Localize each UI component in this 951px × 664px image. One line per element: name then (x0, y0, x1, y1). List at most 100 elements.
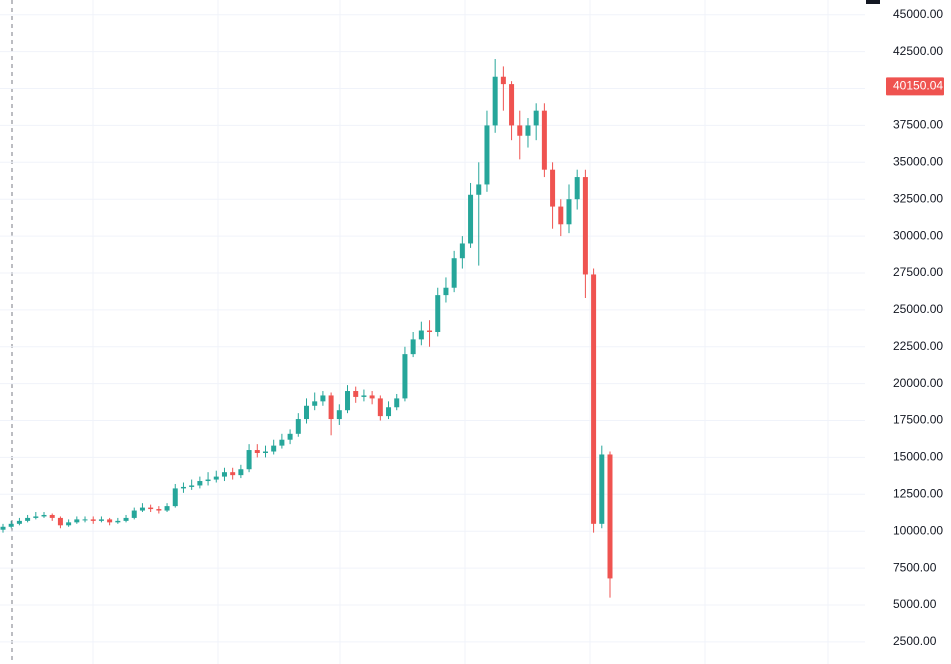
candle-body (221, 472, 227, 477)
candle-body (451, 258, 457, 288)
y-tick-label: 15000.00 (893, 450, 943, 464)
candle-body (123, 517, 129, 521)
candle-body (484, 125, 490, 185)
candle-body (500, 76, 506, 85)
y-tick-label: 7500.00 (893, 560, 937, 574)
y-tick-label: 10000.00 (893, 523, 943, 537)
candle-body (262, 451, 268, 453)
candle-body (541, 110, 547, 170)
y-tick-label: 12500.00 (893, 486, 943, 500)
y-tick-label: 17500.00 (893, 413, 943, 427)
candle-body (607, 454, 613, 579)
candle-body (410, 339, 416, 355)
candle-body (49, 514, 55, 518)
candle-body (582, 177, 588, 275)
candle-body (427, 330, 433, 332)
candle-body (189, 485, 195, 487)
candle-body (312, 401, 318, 406)
candle-body (213, 476, 219, 480)
candles (0, 59, 613, 598)
candle-body (459, 243, 465, 259)
candle-body (402, 354, 408, 399)
y-tick-label: 5000.00 (893, 597, 937, 611)
candle-body (386, 407, 392, 417)
candle-body (574, 177, 580, 200)
candle-body (369, 395, 375, 399)
candle-body (271, 445, 277, 452)
candle-body (492, 76, 498, 126)
candle-body (57, 517, 63, 526)
candle-body (599, 454, 605, 524)
candle-body (443, 287, 449, 296)
y-tick-label: 22500.00 (893, 339, 943, 353)
candle-body (82, 519, 88, 521)
candle-body (107, 519, 113, 523)
y-tick-label: 25000.00 (893, 302, 943, 316)
candle-body (509, 84, 515, 126)
candle-body (238, 469, 244, 476)
horizontal-grid (0, 14, 865, 643)
y-tick-label: 30000.00 (893, 228, 943, 242)
candle-body (254, 450, 260, 453)
candle-body (66, 522, 72, 526)
corner-mark (866, 0, 880, 4)
candle-body (0, 526, 6, 530)
candle-body (361, 395, 367, 397)
candle-body (279, 439, 285, 446)
candle-body (320, 395, 326, 402)
candle-body (164, 506, 170, 511)
candle-body (16, 520, 22, 524)
candle-body (148, 507, 154, 510)
candle-body (295, 419, 301, 434)
candle-body (131, 510, 137, 518)
y-tick-label: 20000.00 (893, 376, 943, 390)
candle-body (345, 391, 351, 411)
y-tick-label: 37500.00 (893, 118, 943, 132)
candle-body (525, 125, 531, 136)
candle-body (197, 481, 203, 486)
y-tick-label: 42500.00 (893, 44, 943, 58)
candle-body (205, 479, 211, 482)
candle-body (476, 184, 482, 195)
candle-body (8, 523, 14, 527)
candle-body (435, 295, 441, 332)
candle-body (566, 199, 572, 225)
candle-body (90, 519, 96, 521)
candle-body (394, 398, 400, 408)
candle-body (328, 395, 334, 420)
candle-body (156, 509, 162, 511)
y-tick-label: 27500.00 (893, 265, 943, 279)
candle-body (468, 194, 474, 244)
candle-body (33, 516, 39, 518)
candle-body (98, 519, 104, 521)
candle-body (74, 519, 80, 523)
candle-body (172, 488, 178, 507)
candle-body (591, 274, 597, 524)
candle-body (533, 110, 539, 126)
candle-body (336, 410, 342, 420)
y-tick-label: 35000.00 (893, 154, 943, 168)
candle-body (558, 206, 564, 225)
candle-body (304, 405, 309, 420)
candle-body (418, 330, 424, 340)
last-price-tag (886, 77, 944, 96)
y-tick-label: 2500.00 (893, 634, 937, 648)
y-tick-label: 45000.00 (893, 7, 943, 21)
candle-body (377, 398, 383, 417)
candle-body (550, 169, 556, 207)
candle-body (115, 520, 121, 523)
candle-body (139, 507, 145, 511)
candle-body (287, 433, 293, 440)
candle-body (517, 125, 523, 136)
y-tick-label: 32500.00 (893, 191, 943, 205)
candle-body (353, 391, 359, 397)
vertical-grid (92, 0, 829, 664)
candle-body (246, 450, 252, 470)
candle-body (41, 514, 47, 517)
candle-body (180, 486, 186, 489)
last-price-label: 40150.04 (893, 78, 943, 92)
candle-body (230, 472, 236, 476)
